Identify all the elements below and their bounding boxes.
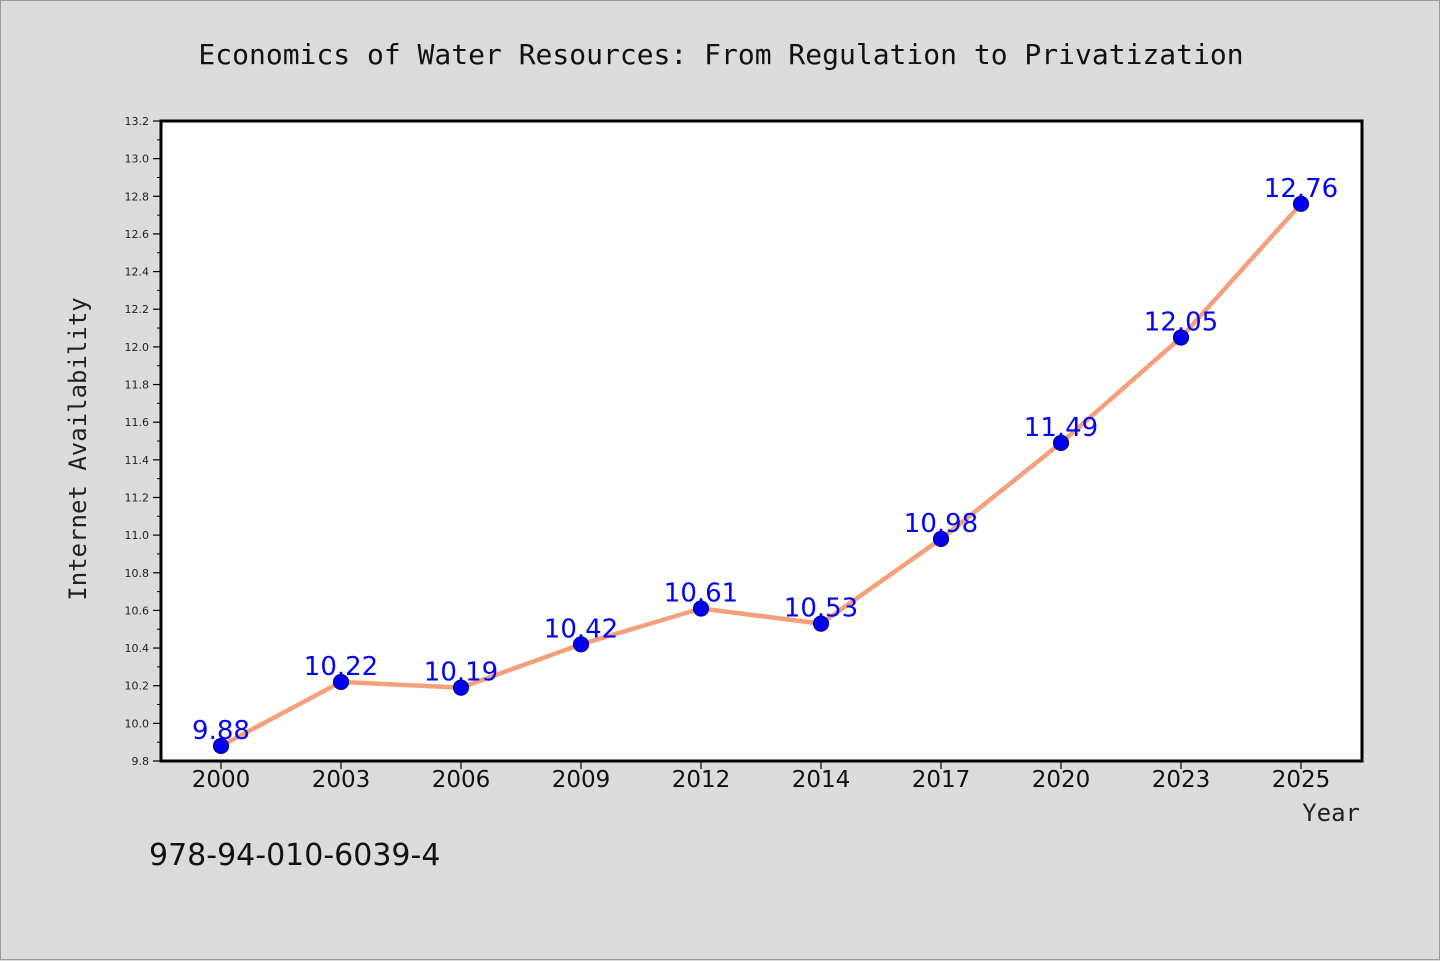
data-label: 10.19 xyxy=(424,658,498,688)
x-axis: 2000 2003 2006 2009 2012 2014 2017 2020 2023 2025 xyxy=(192,761,1331,793)
data-point xyxy=(452,679,470,696)
x-tick-label: 2023 xyxy=(1152,767,1211,793)
chart-title: Economics of Water Resources: From Regul… xyxy=(198,38,1243,71)
footer-code: 978-94-010-6039-4 xyxy=(149,838,440,873)
y-tick-label: 11.6 xyxy=(125,416,150,429)
x-tick-label: 2006 xyxy=(432,767,491,793)
x-tick-label: 2000 xyxy=(192,767,251,793)
data-point xyxy=(1052,434,1070,451)
y-tick-label: 12.6 xyxy=(125,228,150,241)
data-label: 9.88 xyxy=(192,716,250,746)
y-tick-label: 10.0 xyxy=(125,717,150,730)
y-tick-label: 10.8 xyxy=(125,567,150,580)
x-tick-label: 2014 xyxy=(792,767,851,793)
y-axis-label: Internet Availability xyxy=(64,297,92,600)
data-label: 11.49 xyxy=(1024,413,1098,443)
y-tick-label: 11.8 xyxy=(125,379,150,392)
y-axis: 9.8 10.0 10.2 10.4 10.6 10.8 11.0 11.2 11.4 11.6 1… xyxy=(125,115,161,768)
x-tick-label: 2009 xyxy=(552,767,611,793)
y-tick-label: 9.8 xyxy=(132,755,150,768)
data-label: 10.42 xyxy=(544,614,618,644)
data-points xyxy=(212,195,1310,755)
y-tick-label: 11.4 xyxy=(125,454,150,467)
x-tick-label: 2017 xyxy=(912,767,971,793)
data-point xyxy=(1292,195,1310,212)
data-point xyxy=(572,636,590,653)
x-tick-label: 2012 xyxy=(672,767,731,793)
data-labels: 9.88 10.22 10.19 10.42 10.61 10.53 10.98 11.49 1… xyxy=(192,174,1338,746)
y-tick-label: 13.2 xyxy=(125,115,150,128)
y-tick-label: 11.0 xyxy=(125,529,150,542)
series-line-group xyxy=(218,201,1304,749)
data-point xyxy=(332,673,350,691)
data-label: 10.53 xyxy=(784,594,858,624)
y-tick-label: 10.4 xyxy=(125,642,150,655)
y-tick-label: 12.8 xyxy=(125,190,150,203)
data-point xyxy=(212,737,230,755)
y-tick-label: 12.4 xyxy=(125,266,150,279)
x-tick-label: 2020 xyxy=(1032,767,1091,793)
y-tick-label: 12.0 xyxy=(125,341,150,354)
x-tick-label: 2025 xyxy=(1272,767,1331,793)
x-tick-label: 2003 xyxy=(312,767,371,793)
data-label: 10.22 xyxy=(304,652,378,682)
y-tick-label: 13.0 xyxy=(125,153,150,166)
data-point xyxy=(932,530,950,547)
y-tick-label: 10.6 xyxy=(125,604,150,617)
data-point xyxy=(692,600,710,617)
data-label: 10.61 xyxy=(664,579,738,609)
y-tick-label: 12.2 xyxy=(125,303,150,316)
data-label: 12.76 xyxy=(1264,174,1338,204)
y-tick-label: 10.2 xyxy=(125,680,150,693)
data-point xyxy=(812,615,830,632)
data-label: 12.05 xyxy=(1144,307,1218,337)
plot-area xyxy=(159,119,1364,763)
x-axis-label: Year xyxy=(1302,799,1360,827)
data-label: 10.98 xyxy=(904,509,978,539)
series-line xyxy=(218,201,1304,749)
data-point xyxy=(1172,329,1190,346)
y-tick-label: 11.2 xyxy=(125,491,150,504)
